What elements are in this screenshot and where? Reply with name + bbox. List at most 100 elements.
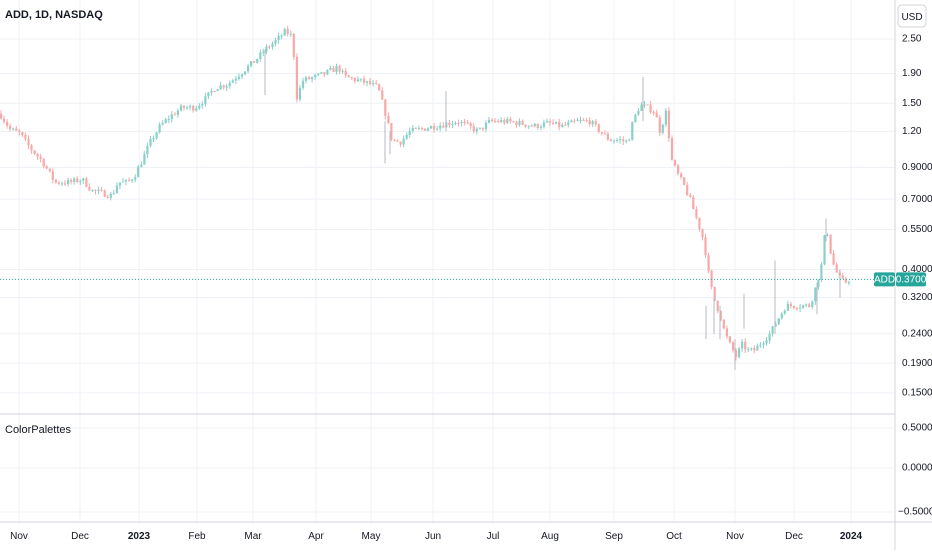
candle-body xyxy=(439,125,442,129)
candle-body xyxy=(45,166,48,169)
candle-body xyxy=(817,279,820,288)
x-tick-label: Feb xyxy=(188,531,206,542)
candle-body xyxy=(448,122,451,126)
candle-body xyxy=(240,74,244,77)
candle-body xyxy=(835,264,838,273)
candle-body xyxy=(802,305,805,308)
candle-body xyxy=(692,196,695,210)
candle-body xyxy=(552,122,555,124)
candle-body xyxy=(362,78,366,83)
candle-body xyxy=(661,124,664,134)
candle-body xyxy=(54,179,57,183)
candle-body xyxy=(484,122,488,130)
y-tick-label: 0.4000 xyxy=(902,264,932,275)
candle-body xyxy=(744,341,747,350)
candle-body xyxy=(670,138,674,160)
indicator-title[interactable]: ColorPalettes xyxy=(5,424,72,436)
candle-body xyxy=(274,40,277,44)
candle-body xyxy=(9,125,12,130)
candle-body xyxy=(186,107,189,109)
candle-body xyxy=(695,209,698,218)
candle-body xyxy=(731,342,735,351)
candle-body xyxy=(137,166,140,178)
y-tick-label: 1.20 xyxy=(902,126,922,137)
candle-body xyxy=(545,121,549,123)
candle-body xyxy=(259,52,262,60)
candle-body xyxy=(231,80,234,83)
candle-body xyxy=(387,115,390,124)
candle-body xyxy=(542,122,545,127)
candle-body xyxy=(588,120,591,125)
candle-body xyxy=(326,69,329,75)
candle-body xyxy=(527,125,530,127)
candle-body xyxy=(15,128,18,131)
candle-body xyxy=(121,181,125,183)
candle-body xyxy=(451,123,454,126)
currency-button[interactable]: USD xyxy=(897,4,927,28)
candle-body xyxy=(225,85,228,88)
candle-body xyxy=(539,126,542,128)
price-axis[interactable]: 2.50 1.90 1.50 1.20 0.9000 0.7000 0.5500 0.4000… xyxy=(902,34,932,399)
candle-body xyxy=(304,77,308,81)
candle-body xyxy=(460,121,463,124)
candle-body xyxy=(323,72,326,75)
candle-body xyxy=(820,264,823,280)
candle-body xyxy=(713,286,716,301)
candle-body xyxy=(295,56,298,100)
candle-body xyxy=(844,278,847,283)
candle-body xyxy=(60,183,64,185)
y-tick-label: 0.9000 xyxy=(902,162,932,173)
candle-body xyxy=(219,85,222,90)
candle-body xyxy=(48,168,51,172)
candle-body xyxy=(826,234,829,236)
candle-body xyxy=(176,110,179,115)
candle-body xyxy=(146,145,149,155)
y-tick-label: 0.5500 xyxy=(902,224,932,235)
candle-body xyxy=(18,130,21,133)
x-tick-label: Nov xyxy=(10,531,28,542)
candle-body xyxy=(753,348,756,351)
candle-body xyxy=(759,344,762,346)
candle-body xyxy=(612,140,616,142)
y-tick-label: 2.50 xyxy=(902,34,922,45)
candle-body xyxy=(94,189,97,191)
candle-body xyxy=(344,70,347,76)
x-tick-label: Aug xyxy=(541,531,559,542)
candle-body xyxy=(640,104,643,111)
candle-body xyxy=(765,340,768,344)
x-tick-label: 2024 xyxy=(840,531,863,542)
candle-body xyxy=(698,217,701,230)
symbol-badge-label: ADD xyxy=(874,274,895,285)
candle-body xyxy=(518,120,521,126)
candle-body xyxy=(777,318,780,325)
candle-body xyxy=(82,178,85,181)
candle-body xyxy=(170,114,173,119)
candle-body xyxy=(347,75,350,78)
candle-body xyxy=(576,120,579,122)
candle-body xyxy=(57,182,60,184)
candle-body xyxy=(805,304,808,306)
candle-body xyxy=(600,132,603,134)
candle-body xyxy=(591,121,594,125)
candle-body xyxy=(472,126,475,132)
candle-body xyxy=(689,194,692,197)
candle-body xyxy=(436,128,439,130)
x-tick-label: Mar xyxy=(244,531,262,542)
candle-body xyxy=(250,61,253,66)
x-tick-label: Dec xyxy=(71,531,89,542)
candle-body xyxy=(658,117,661,134)
candle-body xyxy=(491,119,494,121)
x-tick-label: Jul xyxy=(487,531,500,542)
candle-body xyxy=(356,79,359,82)
time-axis[interactable]: Nov Dec 2023 Feb Mar Apr May Jun Jul Aug Sep Oct Nov… xyxy=(10,531,862,542)
candle-body xyxy=(280,35,283,37)
x-tick-label: Oct xyxy=(666,531,682,542)
candle-body xyxy=(265,46,268,52)
candle-body xyxy=(182,105,186,108)
y-tick-label: 0.7000 xyxy=(902,194,932,205)
candle-body xyxy=(158,124,161,133)
symbol-title[interactable]: ADD, 1D, NASDAQ xyxy=(5,9,103,21)
candle-body xyxy=(506,118,509,123)
